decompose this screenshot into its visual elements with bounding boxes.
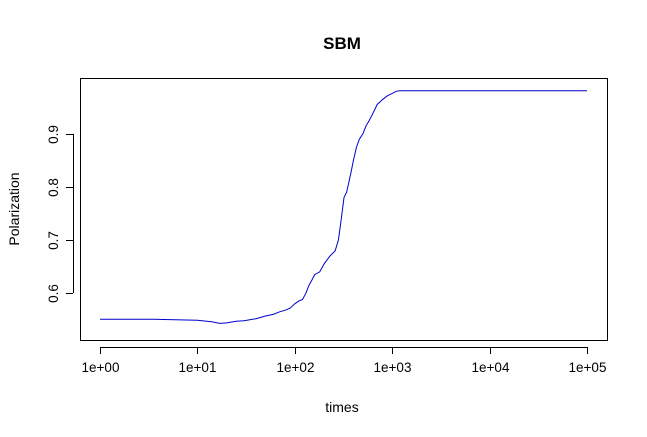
- y-tick-label: 0.9: [46, 125, 61, 144]
- series-layer: [100, 90, 587, 324]
- y-tick-label: 0.7: [46, 231, 61, 250]
- x-tick-label: 1e+02: [277, 360, 315, 375]
- chart-title: SBM: [323, 34, 361, 53]
- x-axis-label: times: [325, 399, 358, 415]
- y-axis: 0.6 0.7 0.8 0.9: [46, 125, 74, 303]
- series-line-0: [100, 90, 587, 324]
- x-tick-label: 1e+05: [569, 360, 607, 375]
- x-tick-label: 1e+00: [82, 360, 120, 375]
- y-tick-label: 0.8: [46, 178, 61, 197]
- x-tick-label: 1e+04: [472, 360, 510, 375]
- y-axis-label: Polarization: [6, 172, 22, 245]
- x-tick-label: 1e+03: [374, 360, 412, 375]
- x-axis: 1e+00 1e+01 1e+02 1e+03 1e+04 1e+05: [82, 347, 607, 375]
- y-tick-label: 0.6: [46, 284, 61, 303]
- plot-border: [80, 78, 608, 341]
- x-tick-label: 1e+01: [179, 360, 217, 375]
